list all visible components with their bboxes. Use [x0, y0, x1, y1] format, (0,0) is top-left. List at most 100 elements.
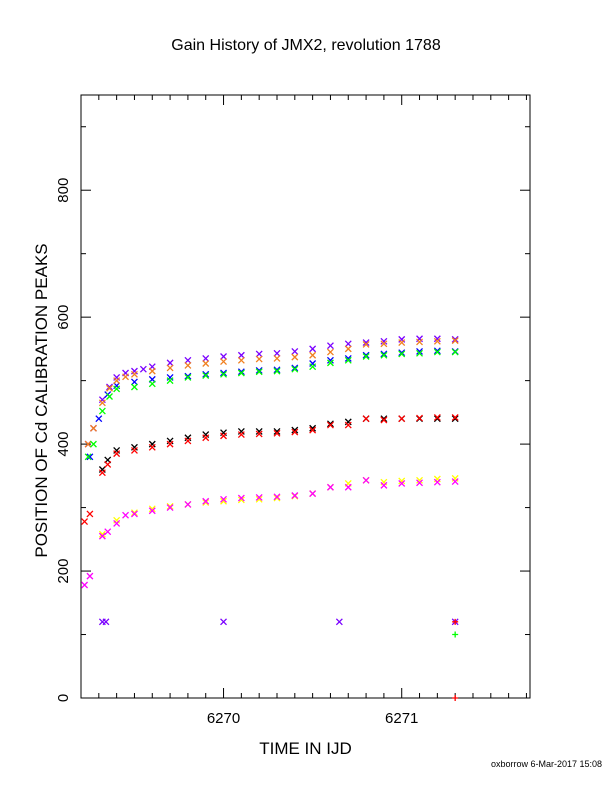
data-point [398, 477, 406, 485]
data-point [273, 366, 281, 374]
data-point [255, 350, 263, 358]
data-point [237, 427, 245, 435]
data-point [220, 353, 227, 360]
data-point [416, 414, 423, 422]
data-point [326, 342, 334, 350]
y-tick-label: 400 [55, 432, 72, 457]
data-point [433, 478, 441, 486]
data-point [98, 469, 106, 477]
data-point [202, 434, 210, 442]
data-point [184, 500, 192, 508]
data-point [362, 353, 370, 360]
data-point [220, 497, 227, 505]
data-point [255, 427, 263, 435]
data-point [452, 618, 459, 625]
data-point [344, 345, 352, 353]
data-point [202, 372, 210, 380]
data-point [184, 361, 192, 369]
data-point [416, 476, 423, 484]
data-point [326, 359, 334, 367]
data-point [86, 510, 94, 518]
data-point [166, 440, 174, 448]
data-point [309, 490, 317, 498]
data-point [433, 347, 441, 355]
data-point [309, 345, 317, 353]
data-point [255, 368, 263, 376]
data-point [380, 481, 388, 489]
data-point [451, 478, 459, 486]
data-point [166, 502, 174, 510]
data-point [326, 356, 334, 364]
data-point [84, 453, 92, 461]
footer-credit: oxborrow 6-Mar-2017 15:08 [490, 759, 602, 769]
data-point [344, 483, 352, 491]
data-point [98, 466, 106, 473]
data-point [416, 338, 423, 346]
data-point [202, 354, 210, 362]
data-point [451, 413, 459, 421]
data-point [220, 370, 227, 378]
data-point [81, 581, 89, 589]
data-point [148, 380, 156, 388]
series-2 [84, 337, 459, 448]
data-point [398, 349, 406, 357]
data-point [166, 373, 174, 381]
series-4 [98, 415, 459, 473]
data-point [273, 429, 281, 437]
data-point [220, 369, 227, 377]
data-point [98, 407, 106, 415]
data-point [291, 365, 299, 373]
data-point [102, 618, 110, 626]
data-point [184, 356, 192, 364]
data-point [84, 440, 92, 448]
data-point [344, 340, 352, 348]
y-tick-label: 800 [55, 178, 72, 203]
data-point [273, 354, 281, 362]
data-point [326, 483, 334, 491]
data-point [433, 337, 441, 345]
data-point [344, 354, 352, 362]
y-axis-label: POSITION OF Cd CALIBRATION PEAKS [32, 243, 51, 557]
series-9 [452, 618, 459, 701]
data-point [344, 421, 352, 429]
data-point [380, 351, 388, 359]
data-point [344, 356, 352, 364]
data-point [237, 368, 245, 376]
data-point [148, 505, 156, 513]
data-point [273, 494, 281, 502]
data-point [98, 399, 106, 407]
series-3 [84, 348, 459, 461]
data-point [398, 335, 406, 343]
data-point [433, 413, 441, 421]
data-point [309, 426, 317, 434]
data-point [220, 432, 227, 440]
y-tick-label: 600 [55, 305, 72, 330]
data-point [237, 494, 245, 502]
data-point [398, 479, 406, 487]
data-point [113, 519, 121, 527]
x-tick-label: 6270 [207, 710, 240, 727]
data-point [106, 393, 113, 400]
data-point [130, 378, 138, 386]
data-point [90, 440, 97, 448]
series-7 [81, 476, 459, 589]
data-point [237, 356, 245, 364]
data-point [166, 359, 174, 367]
data-point [86, 453, 94, 461]
x-tick-label: 6271 [385, 710, 418, 727]
data-point [130, 446, 138, 454]
data-point [255, 367, 263, 374]
data-point [113, 516, 121, 524]
data-point [113, 450, 121, 458]
data-point [184, 372, 192, 380]
data-point [273, 349, 281, 357]
data-point [433, 475, 441, 483]
data-point [202, 497, 210, 505]
data-point [184, 373, 192, 381]
data-point [451, 474, 459, 482]
data-point [148, 440, 156, 448]
data-point [98, 530, 106, 538]
data-point [90, 424, 97, 432]
data-point [95, 415, 103, 423]
